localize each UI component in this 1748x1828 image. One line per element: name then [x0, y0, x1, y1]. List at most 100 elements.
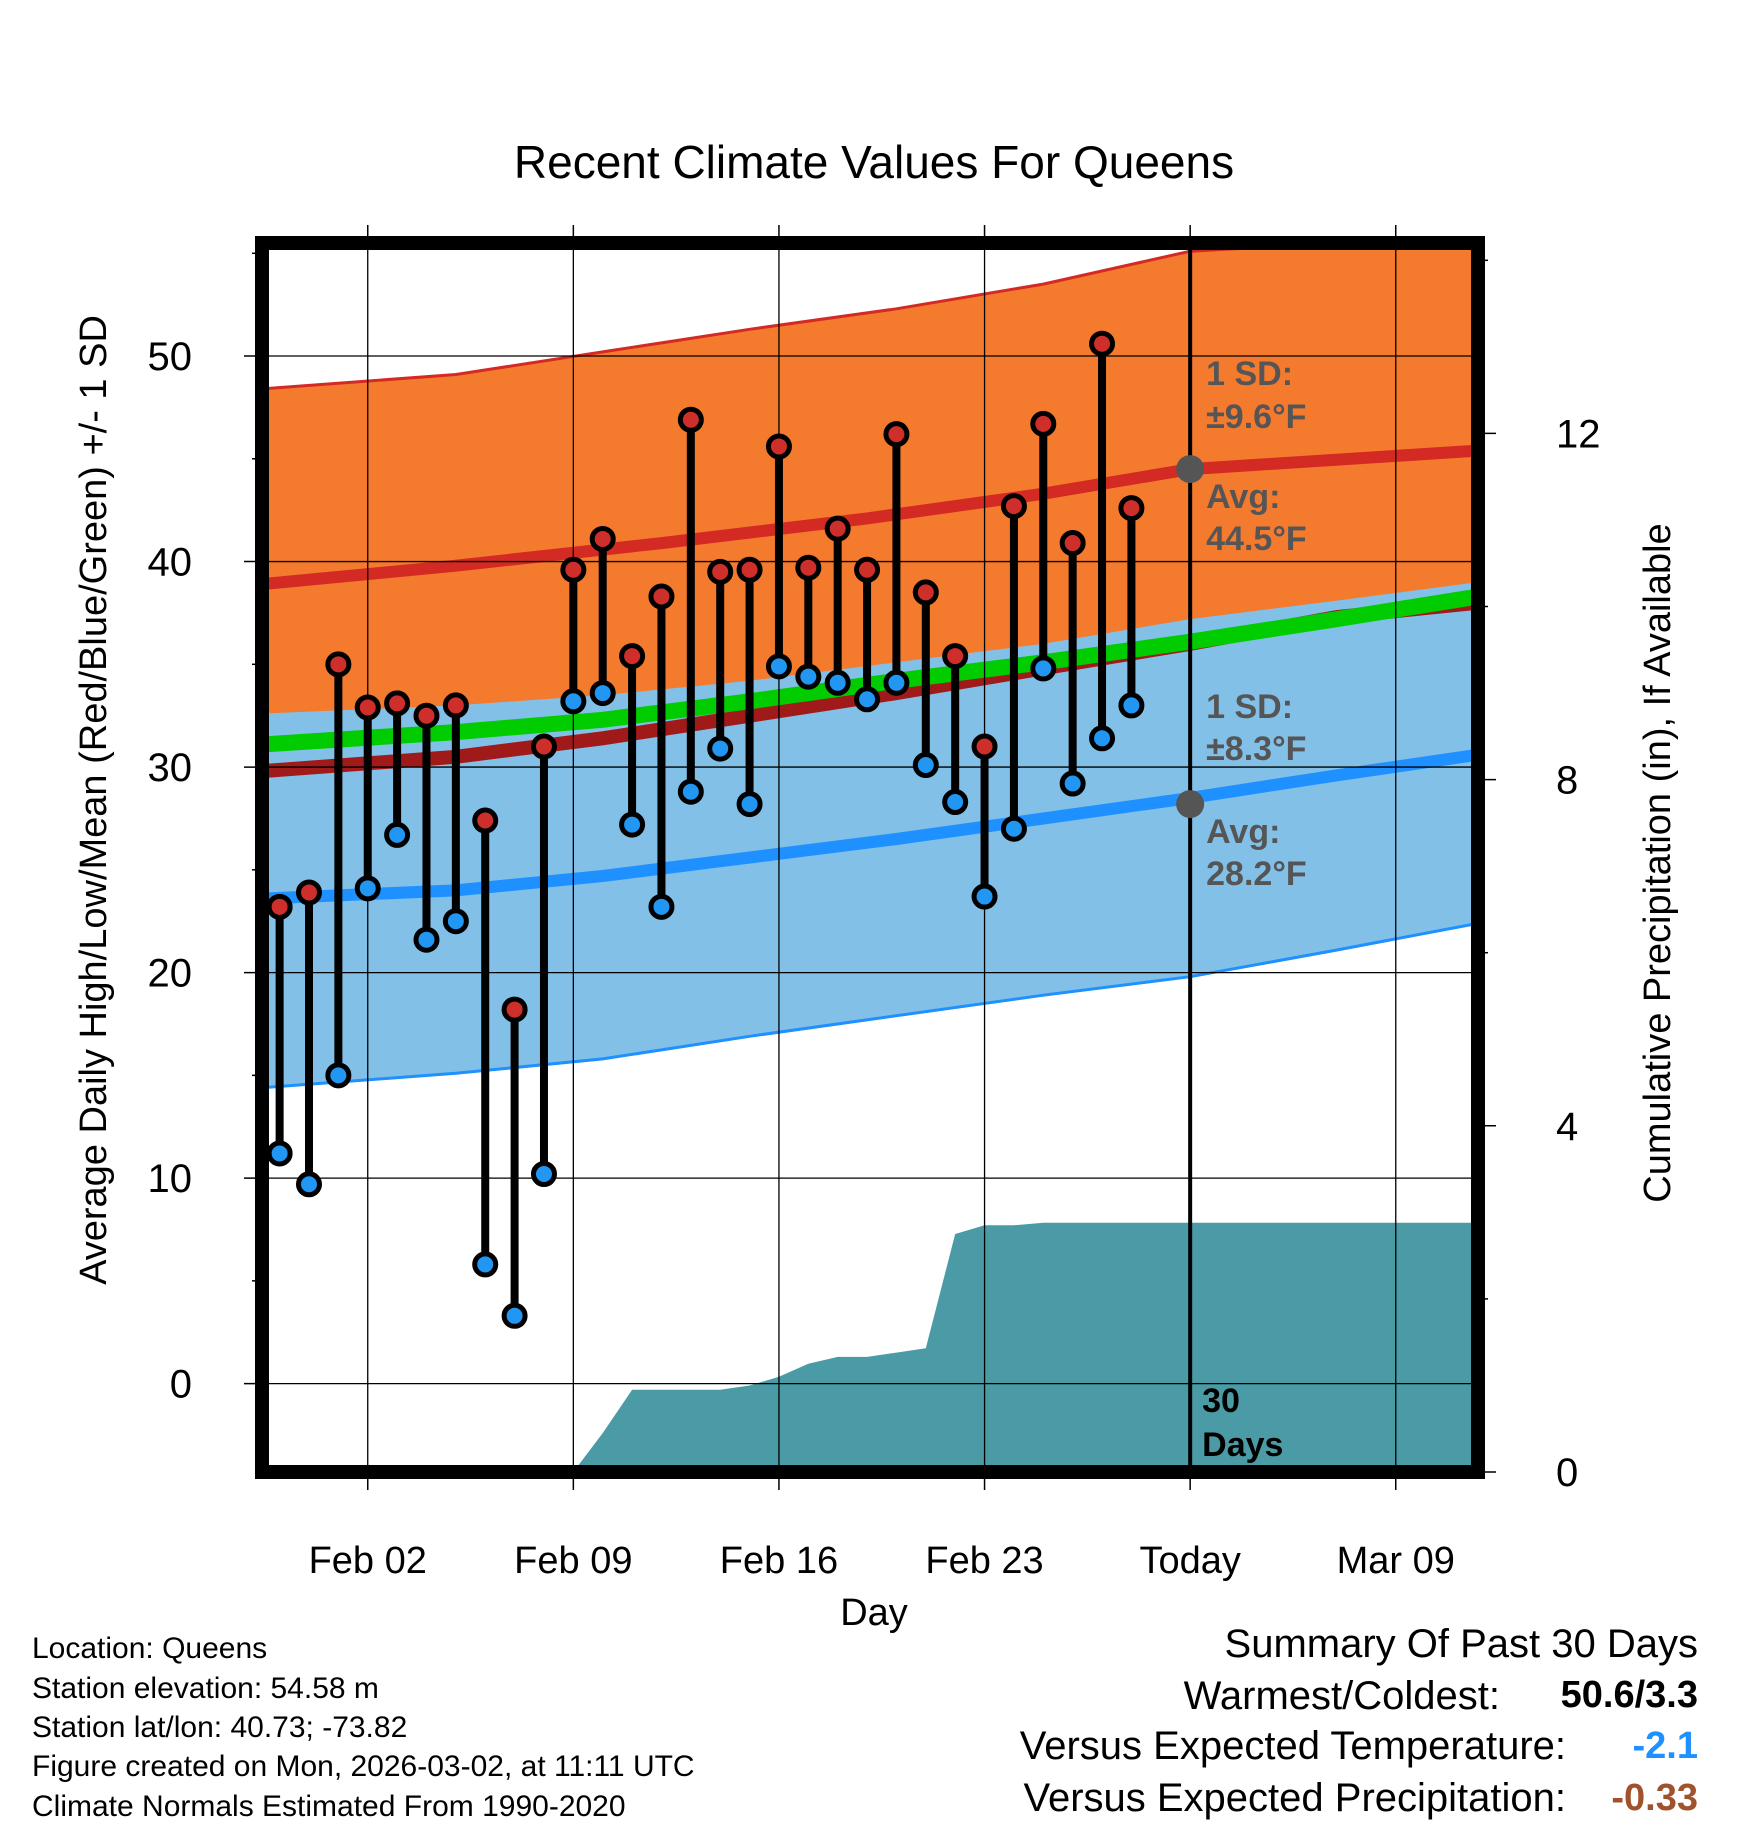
- chart-title: Recent Climate Values For Queens: [514, 136, 1234, 188]
- low-point: [707, 735, 734, 762]
- low-sd-label: 1 SD:: [1206, 688, 1293, 726]
- high-point: [619, 643, 646, 670]
- high-point: [325, 651, 352, 678]
- high-point: [560, 556, 587, 583]
- y-tick-label: 0: [170, 1363, 192, 1407]
- station-location: Location: Queens: [32, 1632, 268, 1665]
- high-point: [1118, 495, 1145, 522]
- high-point: [883, 421, 910, 448]
- low-point: [765, 653, 792, 680]
- high-point: [1059, 530, 1086, 557]
- plot-frame: [255, 236, 1485, 1479]
- days-label-number: 30: [1202, 1382, 1240, 1420]
- high-point: [384, 690, 411, 717]
- high-point: [295, 879, 322, 906]
- low-point: [883, 669, 910, 696]
- high-point: [736, 556, 763, 583]
- low-point: [442, 908, 469, 935]
- high-avg-value: 44.5°F: [1206, 520, 1307, 558]
- x-tick-label: Feb 09: [514, 1540, 632, 1582]
- y-right-tick-label: 0: [1556, 1451, 1578, 1495]
- high-point: [942, 643, 969, 670]
- warmest-coldest-label: Warmest/Coldest:: [1183, 1674, 1500, 1718]
- low-point: [736, 791, 763, 818]
- high-point: [677, 406, 704, 433]
- low-sd-value: ±8.3°F: [1206, 730, 1306, 768]
- y-right-tick-label: 8: [1556, 759, 1578, 803]
- x-tick-label: Mar 09: [1337, 1540, 1455, 1582]
- y-axis-label: Average Daily High/Low/Mean (Red/Blue/Gr…: [73, 315, 115, 1285]
- high-point: [707, 558, 734, 585]
- figure-created: Figure created on Mon, 2026-03-02, at 11…: [32, 1750, 695, 1783]
- climate-normals-note: Climate Normals Estimated From 1990-2020: [32, 1790, 626, 1823]
- low-point: [677, 778, 704, 805]
- high-sd-value: ±9.6°F: [1206, 398, 1306, 436]
- x-tick-label: Today: [1139, 1540, 1240, 1582]
- summary-title: Summary Of Past 30 Days: [1224, 1622, 1698, 1666]
- low-point: [1030, 655, 1057, 682]
- low-point: [501, 1302, 528, 1329]
- high-point: [971, 733, 998, 760]
- low-point: [1118, 692, 1145, 719]
- precip-vs-expected-label: Versus Expected Precipitation:: [1023, 1776, 1566, 1820]
- high-point: [472, 807, 499, 834]
- low-point: [295, 1171, 322, 1198]
- low-avg-label: Avg:: [1206, 813, 1280, 851]
- precipitation-area: [573, 1222, 1478, 1472]
- warmest-coldest-value: 50.6/3.3: [1560, 1674, 1698, 1716]
- high-point: [648, 583, 675, 610]
- y-right-tick-label: 4: [1556, 1105, 1578, 1149]
- low-point: [530, 1160, 557, 1187]
- high-point: [1000, 493, 1027, 520]
- high-point: [354, 694, 381, 721]
- high-point: [1030, 410, 1057, 437]
- low-point: [971, 883, 998, 910]
- low-point: [942, 789, 969, 816]
- low-point: [824, 669, 851, 696]
- days-label-word: Days: [1202, 1426, 1283, 1464]
- low-point: [589, 680, 616, 707]
- high-point: [442, 692, 469, 719]
- low-point: [795, 663, 822, 690]
- low-minus-sd-line: [262, 921, 1478, 1090]
- y-tick-label: 10: [148, 1157, 193, 1201]
- annotations: 1 SD: ±9.6°F Avg: 44.5°F 1 SD: ±8.3°F Avg: 28.2…: [1176, 355, 1307, 1464]
- low-point: [1000, 815, 1027, 842]
- high-point: [795, 554, 822, 581]
- high-sd-label: 1 SD:: [1206, 355, 1293, 393]
- low-point: [1089, 725, 1116, 752]
- x-axis-label: Day: [840, 1592, 908, 1634]
- high-point: [1089, 330, 1116, 357]
- low-point: [354, 875, 381, 902]
- high-point: [530, 733, 557, 760]
- high-point: [413, 702, 440, 729]
- temp-vs-expected-label: Versus Expected Temperature:: [1019, 1724, 1566, 1768]
- x-tick-label: Feb 16: [720, 1540, 838, 1582]
- station-elevation: Station elevation: 54.58 m: [32, 1672, 379, 1705]
- high-point: [589, 525, 616, 552]
- x-tick-label: Feb 23: [925, 1540, 1043, 1582]
- y-tick-label: 40: [148, 541, 193, 585]
- low-point: [472, 1251, 499, 1278]
- high-point: [501, 996, 528, 1023]
- low-point: [854, 686, 881, 713]
- high-point: [854, 556, 881, 583]
- low-point: [384, 821, 411, 848]
- low-point: [560, 688, 587, 715]
- high-avg-label: Avg:: [1206, 478, 1280, 516]
- high-avg-marker: [1176, 455, 1205, 484]
- temp-vs-expected-value: -2.1: [1632, 1725, 1698, 1767]
- high-point: [824, 515, 851, 542]
- low-point: [266, 1140, 293, 1167]
- low-point: [1059, 770, 1086, 797]
- low-avg-line: [262, 748, 1478, 905]
- x-tick-label: Feb 02: [309, 1540, 427, 1582]
- low-point: [413, 926, 440, 953]
- y-tick-label: 20: [148, 952, 193, 996]
- y-tick-label: 50: [148, 335, 193, 379]
- y-tick-label: 30: [148, 746, 193, 790]
- high-point: [765, 433, 792, 460]
- low-point: [325, 1062, 352, 1089]
- high-point: [266, 893, 293, 920]
